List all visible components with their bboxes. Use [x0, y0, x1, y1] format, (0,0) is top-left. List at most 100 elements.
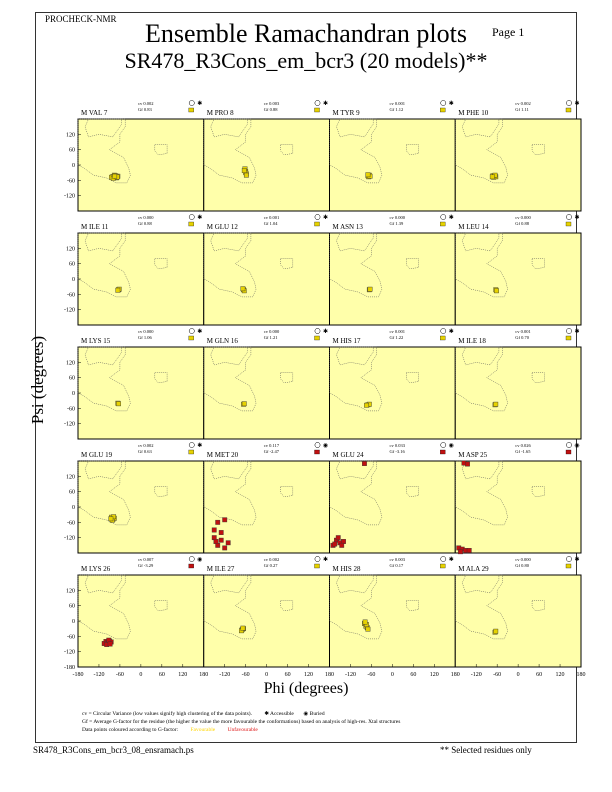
panel-plot-area: [454, 346, 582, 440]
panel-plot-area: [203, 232, 330, 326]
y-tick-label: 0: [72, 391, 75, 397]
gf-value: Gf -1.65: [515, 449, 531, 454]
accessible-icon: ✱: [323, 100, 328, 107]
allowed-region-outline: [406, 144, 419, 156]
x-tick-label: 120: [178, 672, 187, 678]
allowed-region-outline: [461, 232, 500, 252]
allowed-region-outline: [210, 574, 248, 594]
allowed-region-outline: [203, 574, 257, 640]
cv-value: cv 0.026: [515, 443, 531, 448]
data-point: [211, 527, 217, 533]
cv-value: cv 0.003: [390, 557, 406, 562]
allowed-region-outline: [210, 118, 248, 138]
residue-label: M MET 20: [207, 451, 239, 459]
gf-colour-swatch: [565, 107, 572, 113]
data-point: [108, 516, 114, 522]
x-tick-label: -60: [242, 672, 250, 678]
residue-label: M PRO 8: [207, 109, 234, 117]
allowed-region-outline: [406, 486, 419, 498]
allowed-region-outline: [84, 574, 122, 594]
cv-value: cv 0.007: [138, 557, 154, 562]
y-tick-label: 120: [66, 588, 75, 594]
gf-colour-swatch: [188, 107, 194, 113]
allowed-region-outline: [329, 232, 383, 298]
circle-icon: ◉: [303, 711, 309, 717]
accessible-icon: ✱: [323, 328, 328, 335]
accessibility-circle-icon: [566, 442, 572, 448]
data-point: [489, 174, 495, 180]
gf-value: Gf 1.22: [390, 335, 404, 340]
y-tick-label: 60: [69, 376, 75, 382]
data-point: [241, 401, 247, 407]
y-tick-label: -60: [67, 520, 75, 526]
allowed-region-outline: [84, 232, 122, 252]
cv-value: cv 0.000: [138, 329, 154, 334]
page-subtitle: SR478_R3Cons_em_bcr3 (20 models)**: [124, 48, 488, 73]
allowed-region-outline: [77, 232, 131, 298]
allowed-region-outline: [531, 258, 545, 270]
cv-value: cv 0.000: [264, 329, 280, 334]
x-tick-label: 180: [577, 672, 586, 678]
allowed-region-outline: [154, 372, 168, 384]
panel-plot-area: [329, 574, 456, 668]
legend-unfavourable: Unfavourable: [227, 727, 258, 733]
residue-label: M HIS 17: [333, 337, 362, 345]
residue-label: M VAL 7: [81, 109, 108, 117]
data-point: [362, 461, 367, 466]
cv-value: cv 0.000: [515, 557, 531, 562]
gf-colour-swatch: [440, 221, 446, 227]
accessibility-circle-icon: [566, 556, 572, 562]
legend-cv-text: cv = Circular Variance (low values signi…: [82, 711, 252, 717]
allowed-region-outline: [280, 372, 294, 384]
allowed-region-outline: [461, 460, 500, 480]
panel-plot-area: [77, 574, 205, 668]
allowed-region-outline: [329, 460, 383, 526]
accessibility-circle-icon: [314, 328, 321, 334]
accessibility-circle-icon: [440, 214, 447, 220]
allowed-region-outline: [455, 232, 508, 298]
allowed-region-outline: [203, 232, 257, 298]
x-tick-label: 120: [304, 672, 313, 678]
data-point: [335, 535, 341, 541]
panel-plot-area: [454, 460, 582, 554]
buried-icon: ◉: [449, 443, 454, 449]
residue-label: M GLN 16: [207, 337, 239, 345]
gf-value: Gf 1.12: [390, 107, 404, 112]
allowed-region-outline: [154, 600, 168, 612]
x-tick-label: 120: [556, 672, 565, 678]
gf-value: Gf 0.27: [264, 563, 278, 568]
allowed-region-outline: [154, 486, 168, 498]
data-point: [243, 172, 249, 178]
data-point: [218, 537, 224, 543]
legend-buried: Buried: [309, 711, 325, 717]
allowed-region-outline: [455, 346, 508, 412]
accessibility-circle-icon: [314, 442, 321, 448]
residue-label: M ASP 25: [458, 451, 487, 459]
y-tick-label: 60: [69, 262, 75, 268]
gf-value: Gf -3.16: [390, 449, 406, 454]
gf-value: Gf 0.83: [138, 107, 152, 112]
accessibility-circle-icon: [188, 442, 195, 448]
data-point: [107, 641, 113, 647]
accessible-icon: ✱: [323, 556, 328, 563]
allowed-region-outline: [329, 574, 383, 640]
allowed-region-outline: [210, 232, 248, 252]
accessibility-circle-icon: [188, 100, 195, 106]
data-point: [241, 168, 247, 174]
y-tick-label: -120: [64, 422, 75, 428]
residue-label: M ALA 29: [458, 565, 489, 573]
legend-colour-text: Data points coloured according to G-fact…: [82, 727, 179, 733]
gf-colour-swatch: [188, 449, 194, 455]
gf-value: Gf 0.70: [515, 335, 529, 340]
accessible-icon: ✱: [574, 100, 579, 107]
gf-colour-swatch: [188, 221, 194, 227]
data-point: [365, 172, 371, 178]
gf-value: Gf 1.21: [264, 335, 278, 340]
panel-plot-area: [77, 118, 205, 212]
legend-accessible: Accessible: [270, 711, 294, 717]
allowed-region-outline: [336, 232, 374, 252]
allowed-region-outline: [329, 346, 383, 412]
x-tick-label: -120: [471, 672, 482, 678]
accessibility-circle-icon: [440, 100, 447, 106]
gf-colour-swatch: [314, 221, 320, 227]
